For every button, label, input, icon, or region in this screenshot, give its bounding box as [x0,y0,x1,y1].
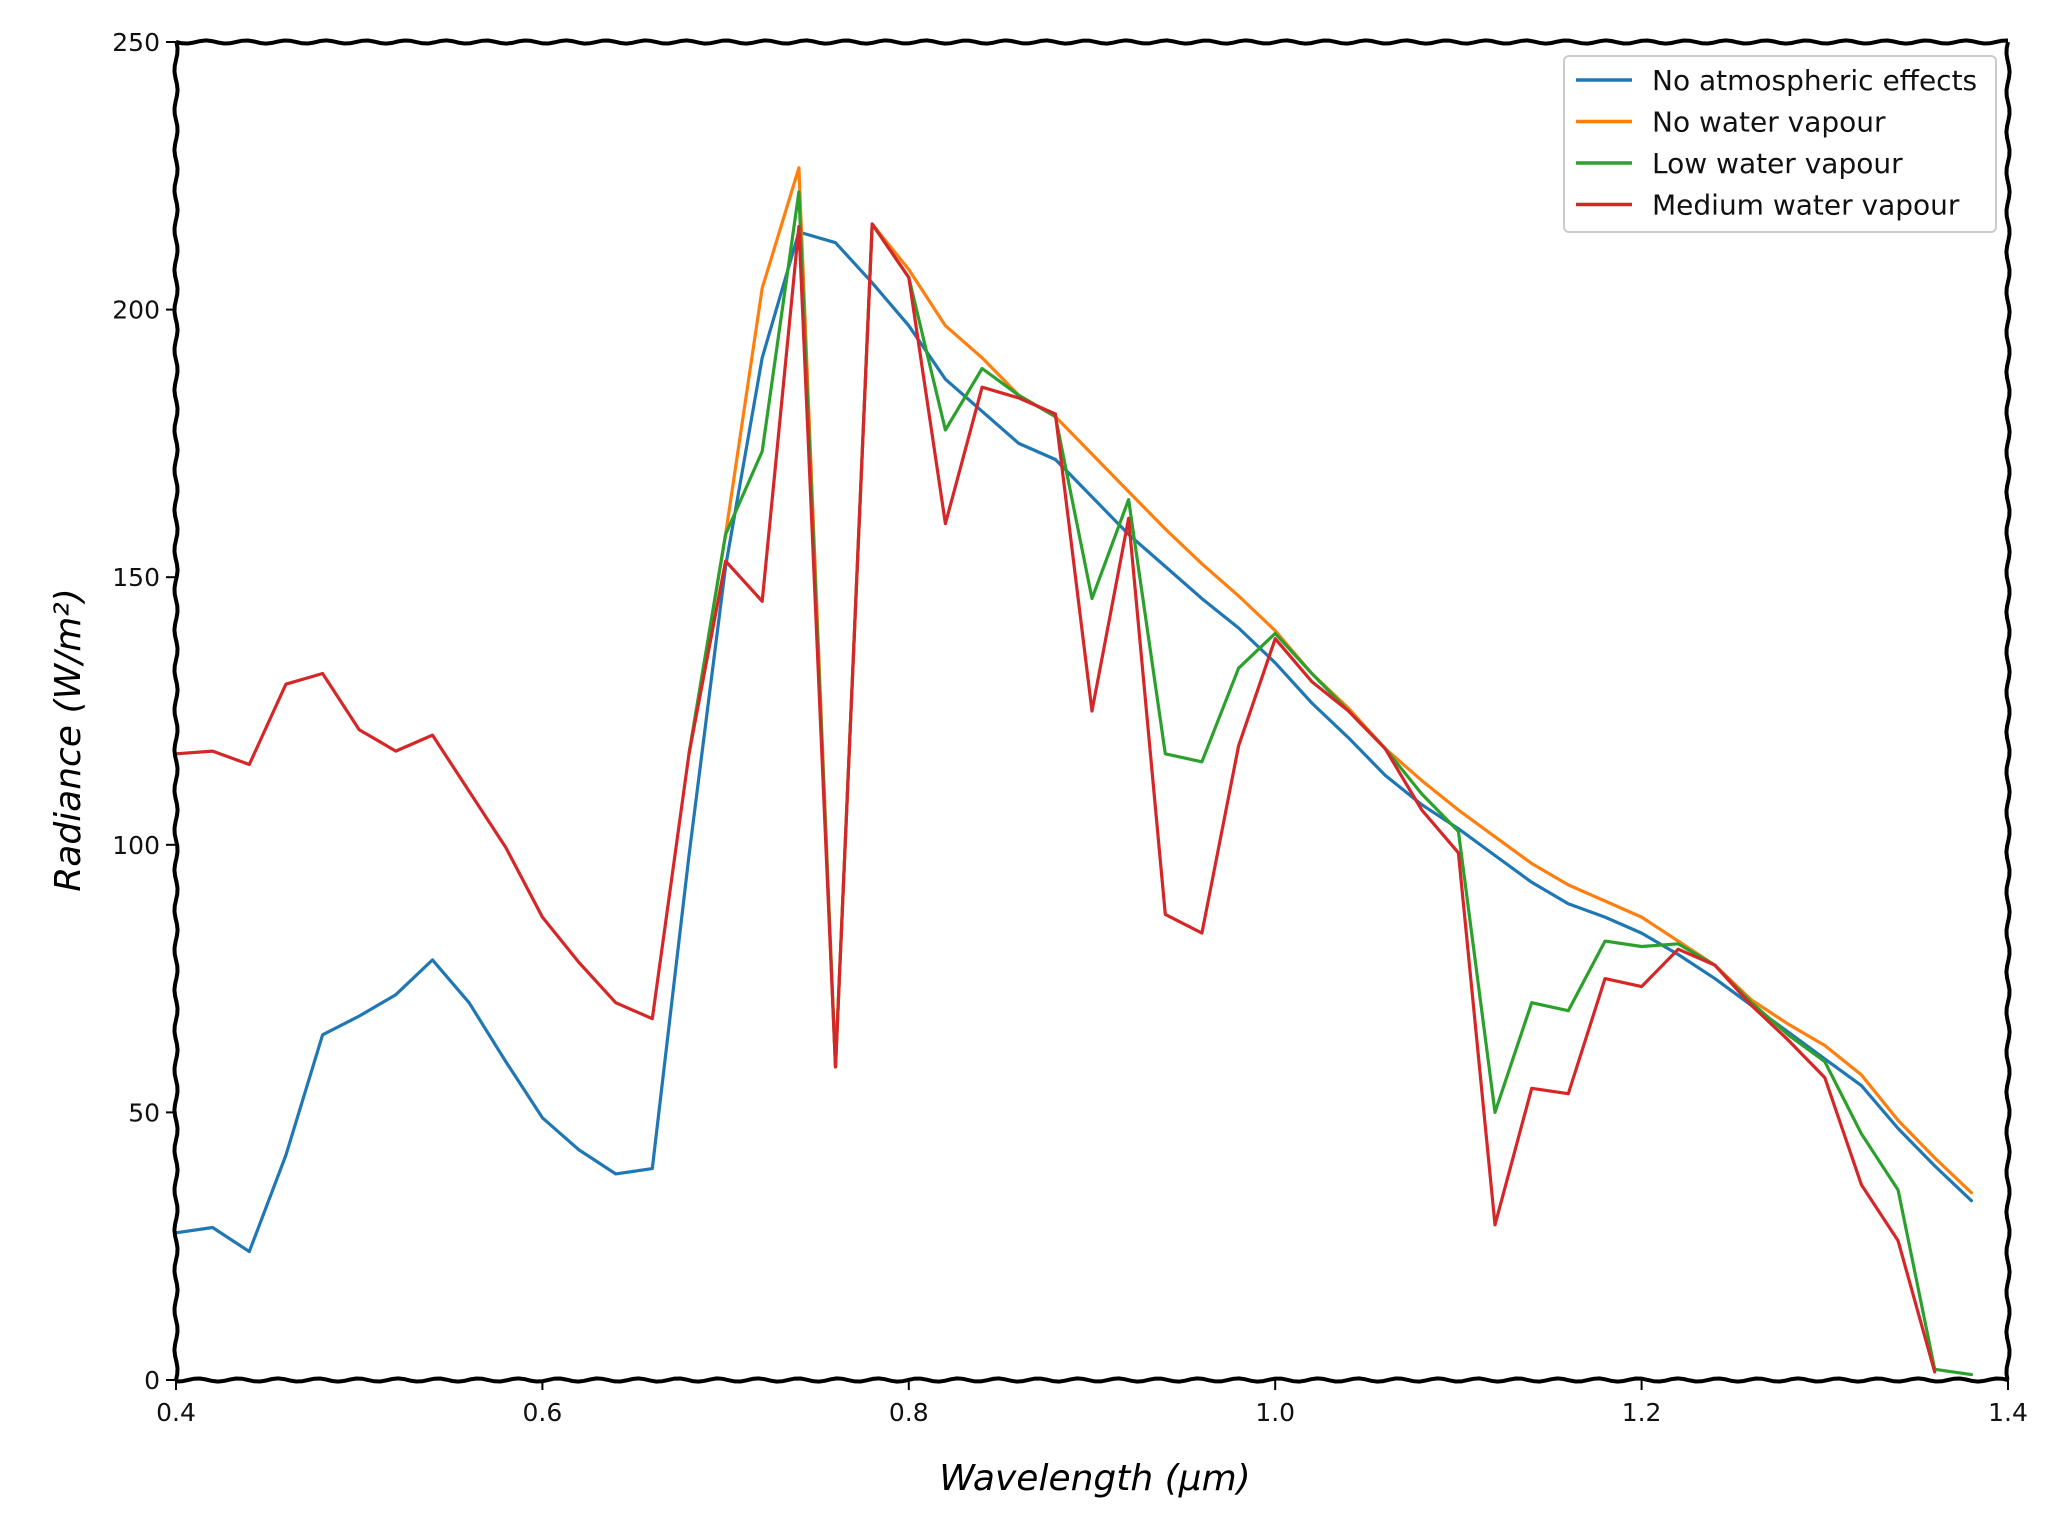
y-tick-label-4: 200 [112,296,160,325]
x-tick-label-5: 1.4 [1988,1398,2028,1427]
legend-label-4: Medium water vapour [1652,189,1960,222]
y-axis-title: Radiance (W/m²) [48,588,89,892]
y-tick-label-2: 100 [112,831,160,860]
plot-frame [172,38,2012,1384]
series-layer [174,166,1974,1377]
y-tick-label-3: 150 [112,563,160,592]
x-tick-label-0: 0.4 [156,1398,196,1427]
y-tick-label-0: 0 [144,1366,160,1395]
y-tick-label-5: 250 [112,28,160,57]
x-tick-label-4: 1.2 [1622,1398,1662,1427]
legend: No atmospheric effects No water vapour Low… [1563,55,1997,233]
legend-label-1: No atmospheric effects [1652,64,1977,97]
legend-label-2: No water vapour [1652,106,1886,139]
x-tick-label-1: 0.6 [523,1398,563,1427]
series-line-4 [174,222,1937,1374]
series-line-1 [174,230,1974,1254]
legend-box [1563,55,1997,233]
legend-label-3: Low water vapour [1652,147,1903,180]
x-axis-title: Wavelength (μm) [939,1458,1250,1499]
axis-layer: 0.4 0.6 0.8 1.0 1.2 1.4 0 50 100 150 200 250 [112,28,2028,1427]
y-tick-label-1: 50 [128,1098,160,1127]
x-tick-label-3: 1.0 [1255,1398,1295,1427]
x-tick-label-2: 0.8 [889,1398,929,1427]
